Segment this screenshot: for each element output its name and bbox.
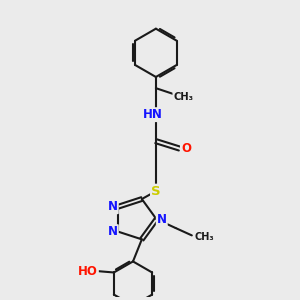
Text: N: N: [108, 225, 118, 238]
Text: CH₃: CH₃: [173, 92, 193, 102]
Text: S: S: [151, 185, 161, 198]
Text: N: N: [157, 213, 167, 226]
Text: O: O: [181, 142, 191, 155]
Text: N: N: [108, 200, 118, 213]
Text: CH₃: CH₃: [194, 232, 214, 242]
Text: HO: HO: [78, 265, 98, 278]
Text: HN: HN: [142, 108, 162, 121]
